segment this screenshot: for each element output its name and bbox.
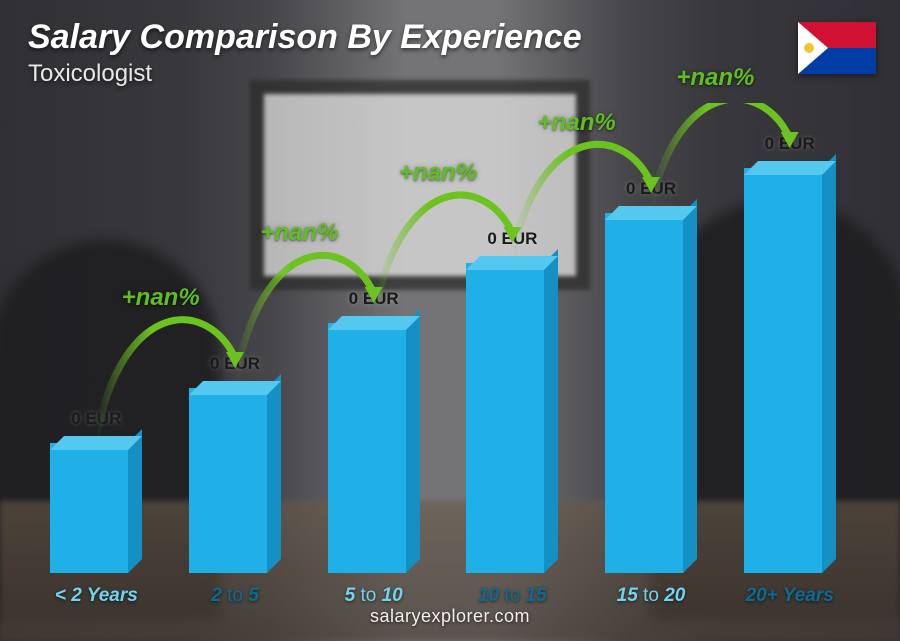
bar-top-face <box>50 436 142 450</box>
bar-top-face <box>605 206 697 220</box>
bar-column: 0 EUR20+ Years <box>729 103 850 573</box>
increase-pct-label: +nan% <box>260 219 338 247</box>
bar <box>328 323 420 573</box>
bar-top-face <box>744 161 836 175</box>
increase-pct-label: +nan% <box>122 284 200 312</box>
bar-top-face <box>189 381 281 395</box>
bar-front-face <box>328 323 406 573</box>
bar-front-face <box>605 213 683 573</box>
bar-value-label: 0 EUR <box>313 289 434 309</box>
increase-pct-label: +nan% <box>538 109 616 137</box>
bar-column: 0 EUR15 to 20 <box>591 103 712 573</box>
bar-column: 0 EUR2 to 5 <box>175 103 296 573</box>
bar-side-face <box>683 199 697 573</box>
bar-value-label: 0 EUR <box>591 179 712 199</box>
bar-front-face <box>744 168 822 573</box>
bar <box>466 263 558 573</box>
bar <box>50 443 142 573</box>
increase-pct-label: +nan% <box>399 159 477 187</box>
flag-emblem <box>804 43 814 53</box>
bar-chart: 0 EUR< 2 Years0 EUR2 to 50 EUR5 to 100 E… <box>36 103 850 573</box>
bar-side-face <box>544 249 558 573</box>
bar-top-face <box>328 316 420 330</box>
chart-subtitle: Toxicologist <box>28 60 152 88</box>
bar-front-face <box>50 443 128 573</box>
infographic-stage: Salary Comparison By Experience Toxicolo… <box>0 0 900 641</box>
bar-side-face <box>406 309 420 573</box>
bar-top-face <box>466 256 558 270</box>
bar-value-label: 0 EUR <box>452 229 573 249</box>
bar-category-label: 20+ Years <box>693 585 886 607</box>
bar-column: 0 EUR< 2 Years <box>36 103 157 573</box>
bar <box>744 168 836 573</box>
bar-side-face <box>822 154 836 573</box>
bar-side-face <box>267 374 281 573</box>
bar-value-label: 0 EUR <box>729 134 850 154</box>
flag-icon <box>798 22 876 74</box>
bar-front-face <box>189 388 267 573</box>
bar-value-label: 0 EUR <box>175 354 296 374</box>
footer-attribution: salaryexplorer.com <box>0 606 900 627</box>
bar-side-face <box>128 429 142 573</box>
increase-pct-label: +nan% <box>676 64 754 92</box>
bar-front-face <box>466 263 544 573</box>
chart-title: Salary Comparison By Experience <box>28 18 582 57</box>
bar <box>605 213 697 573</box>
bar-value-label: 0 EUR <box>36 409 157 429</box>
bar <box>189 388 281 573</box>
